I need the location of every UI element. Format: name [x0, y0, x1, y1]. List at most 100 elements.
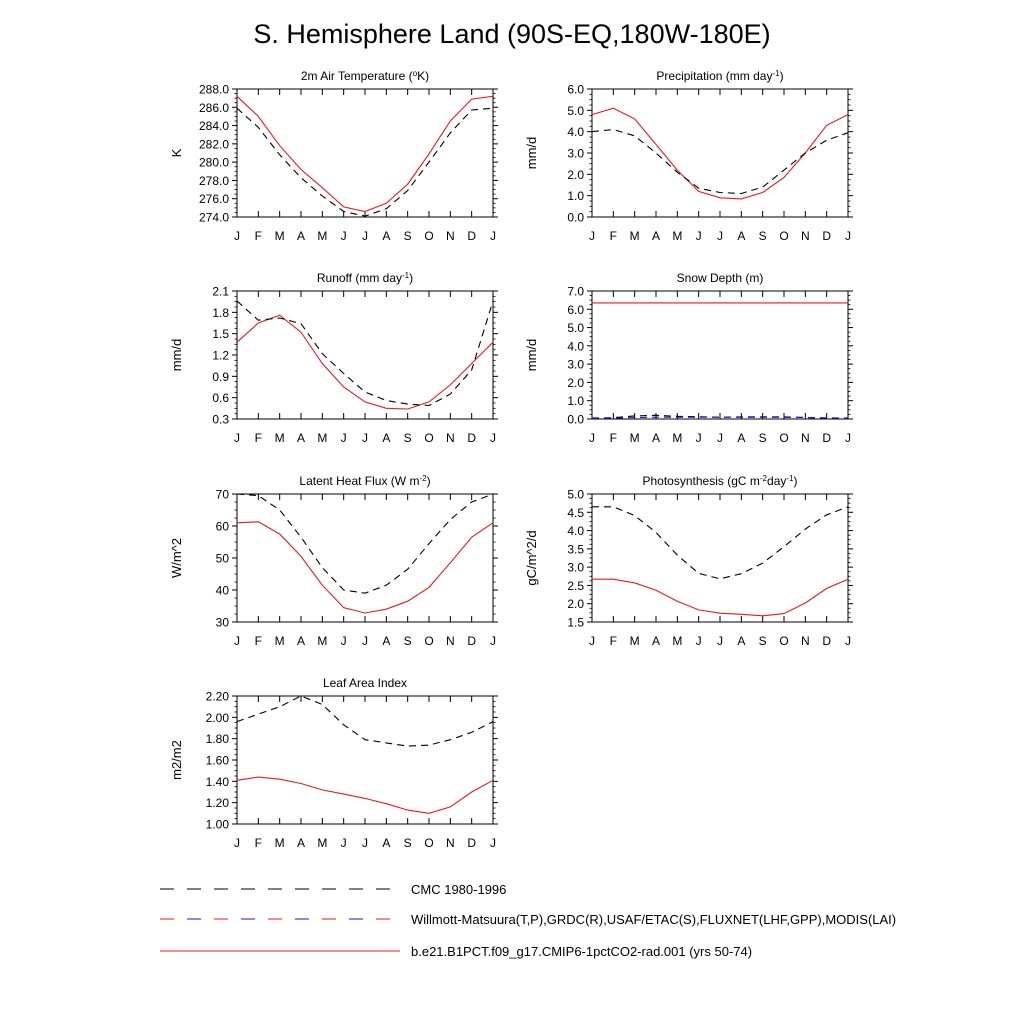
chart-4-ytick-label: 60: [216, 520, 230, 534]
chart-5-ytick-label: 3.0: [567, 561, 584, 575]
chart-5-series-cmc: [592, 506, 849, 580]
chart-1-title-part: ): [780, 69, 784, 83]
chart-4-ytick-label: 30: [216, 616, 230, 630]
legend-cmc-label: CMC 1980-1996: [411, 882, 506, 897]
chart-1-xtick-label: J: [589, 229, 595, 243]
chart-6-xtick-label: M: [275, 836, 285, 850]
chart-0-ytick-label: 288.0: [199, 83, 229, 97]
chart-1-xtick-label: J: [845, 229, 851, 243]
chart-4-title-part: ): [427, 474, 431, 488]
chart-4-xtick-label: J: [341, 634, 347, 648]
chart-5-title-part: Photosynthesis (gC m: [643, 474, 760, 488]
chart-5-xtick-label: J: [845, 634, 851, 648]
chart-6-series-cmc: [236, 695, 494, 747]
chart-0-ylabel: K: [169, 148, 184, 157]
chart-0-ytick-label: 278.0: [199, 174, 229, 188]
chart-2-title-part: -1: [402, 271, 410, 280]
chart-2-ytick-label: 0.9: [212, 370, 229, 384]
chart-2-xtick-label: J: [341, 431, 347, 445]
chart-0-ytick-label: 274.0: [199, 211, 229, 225]
chart-3-series-obs: [591, 416, 849, 420]
chart-5-xtick-label: S: [759, 634, 767, 648]
chart-2-xtick-label: A: [297, 431, 305, 445]
chart-5-ytick-label: 3.5: [567, 542, 584, 556]
chart-0-xtick-label: J: [490, 229, 496, 243]
panel-latent-heat-flux: Latent Heat Flux (W m-2) W/m^2 30 40 50 60 70 J…: [169, 474, 498, 648]
chart-5-xtick-label: A: [652, 634, 660, 648]
chart-3-xtick-label: J: [589, 431, 595, 445]
chart-3-xtick-label: J: [845, 431, 851, 445]
chart-4-xtick-label: N: [446, 634, 455, 648]
chart-3-ytick-label: 5.0: [567, 321, 584, 335]
chart-3-ytick-label: 6.0: [567, 303, 584, 317]
chart-4-ytick-label: 50: [216, 552, 230, 566]
chart-0-ytick-label: 280.0: [199, 156, 229, 170]
chart-1-ytick-label: 1.0: [567, 189, 584, 203]
chart-5-xtick-label: M: [630, 634, 640, 648]
chart-6-ytick-label: 1.40: [206, 775, 230, 789]
chart-1-xtick-label: S: [759, 229, 767, 243]
chart-1-xtick-label: N: [801, 229, 810, 243]
chart-4-xtick-label: A: [382, 634, 390, 648]
chart-1-xtick-label: D: [822, 229, 831, 243]
chart-4-ytick-label: 40: [216, 584, 230, 598]
chart-5-ytick-label: 1.5: [567, 616, 584, 630]
chart-6-xtick-label: O: [424, 836, 433, 850]
chart-2-ylabel: mm/d: [169, 339, 184, 372]
chart-3-ytick-label: 3.0: [567, 358, 584, 372]
chart-3-series-cmc: [591, 414, 849, 419]
chart-1-title: Precipitation (mm day-1): [656, 69, 783, 84]
chart-1-xtick-label: J: [696, 229, 702, 243]
chart-1-xtick-label: M: [672, 229, 682, 243]
chart-1-title-part: Precipitation (mm day: [656, 69, 772, 83]
chart-3-xtick-label: J: [696, 431, 702, 445]
chart-0-series-model: [236, 95, 494, 213]
chart-1-xtick-label: O: [779, 229, 788, 243]
chart-1-ytick-label: 0.0: [567, 211, 584, 225]
chart-6-title: Leaf Area Index: [323, 676, 407, 690]
chart-2-title-part: ): [409, 271, 413, 285]
chart-4-xtick-label: D: [467, 634, 476, 648]
chart-6-xtick-label: A: [382, 836, 390, 850]
chart-6-xtick-label: F: [255, 836, 262, 850]
chart-5-title: Photosynthesis (gC m-2day-1): [643, 474, 798, 489]
chart-4-series-cmc: [236, 493, 494, 594]
chart-1-series-cmc: [591, 128, 849, 195]
chart-1-ylabel: mm/d: [524, 137, 539, 170]
chart-4-title-part: Latent Heat Flux (W m: [299, 474, 419, 488]
chart-5-series-model: [592, 578, 849, 617]
chart-2-xtick-label: M: [317, 431, 327, 445]
chart-6-ytick-label: 2.20: [206, 690, 230, 704]
chart-3-title-part: Snow Depth (m): [677, 271, 764, 285]
chart-4-title: Latent Heat Flux (W m-2): [299, 474, 430, 489]
chart-2-xtick-label: D: [467, 431, 476, 445]
chart-0-xtick-label: A: [297, 229, 305, 243]
chart-1-ytick-label: 6.0: [567, 83, 584, 97]
chart-5-ytick-label: 2.5: [567, 579, 584, 593]
chart-4-xtick-label: J: [362, 634, 368, 648]
chart-6-ylabel: m2/m2: [169, 740, 184, 780]
chart-2-ytick-label: 1.2: [212, 349, 229, 363]
chart-6-ytick-label: 1.60: [206, 754, 230, 768]
chart-2-series-cmc: [236, 300, 494, 407]
chart-0-ytick-label: 284.0: [199, 119, 229, 133]
chart-0-ytick-label: 282.0: [199, 137, 229, 151]
chart-5-ytick-label: 5.0: [567, 488, 584, 502]
chart-6-xtick-label: M: [317, 836, 327, 850]
chart-3-ytick-label: 0.0: [567, 413, 584, 427]
chart-2-xtick-label: S: [404, 431, 412, 445]
chart-4-xtick-label: M: [317, 634, 327, 648]
chart-3-xtick-label: O: [779, 431, 788, 445]
chart-6-xtick-label: S: [404, 836, 412, 850]
chart-5-title-part: day: [767, 474, 786, 488]
figure-title: S. Hemisphere Land (90S-EQ,180W-180E): [253, 19, 771, 49]
chart-1-ytick-label: 5.0: [567, 104, 584, 118]
chart-4-series-model: [236, 521, 494, 614]
chart-1-ytick-label: 2.0: [567, 168, 584, 182]
chart-3-xtick-label: J: [717, 431, 723, 445]
chart-0-ytick-label: 286.0: [199, 101, 229, 115]
chart-4-ytick-label: 70: [216, 488, 230, 502]
chart-1-title-part: -1: [772, 69, 780, 78]
chart-2-ytick-label: 2.1: [212, 285, 229, 299]
chart-2-title: Runoff (mm day-1): [317, 271, 413, 286]
